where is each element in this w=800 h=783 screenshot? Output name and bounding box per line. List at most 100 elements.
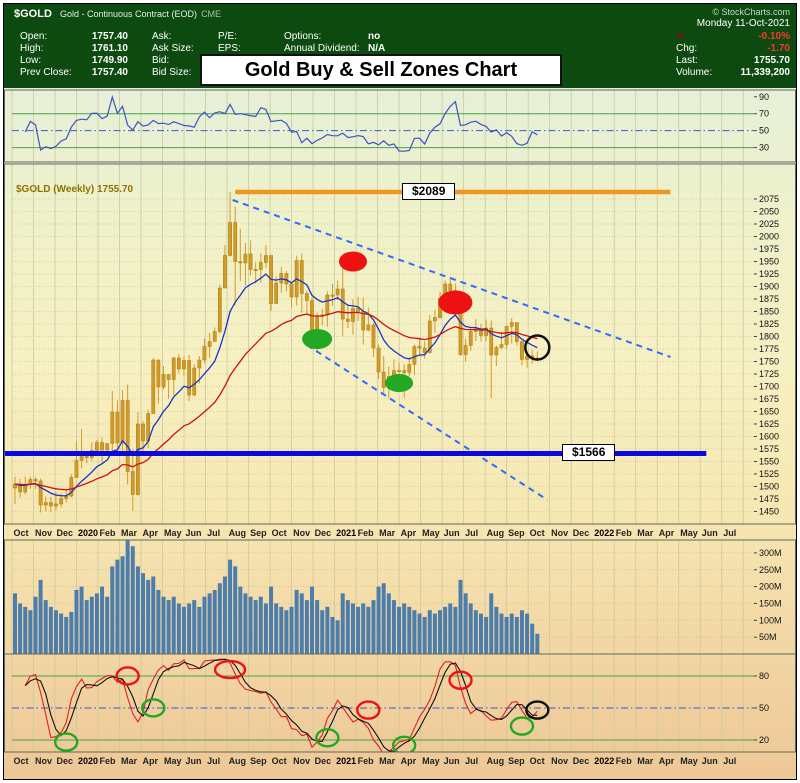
dividend-value: N/A	[368, 43, 386, 54]
svg-text:90: 90	[759, 92, 769, 102]
bid-size-label: Bid Size:	[152, 67, 192, 78]
chart-frame: $GOLD Gold - Continuous Contract (EOD) CM…	[3, 3, 797, 780]
svg-text:2020: 2020	[78, 528, 98, 538]
svg-text:Nov: Nov	[293, 528, 310, 538]
chart-canvas: 1450 1475 1500 1525 1550 1575 1600 1625 1650 1675…	[4, 89, 796, 766]
svg-text:Sep: Sep	[508, 528, 525, 538]
svg-text:1975: 1975	[759, 244, 779, 254]
svg-text:1700: 1700	[759, 382, 779, 392]
svg-text:1450: 1450	[759, 507, 779, 517]
bid-label: Bid:	[152, 55, 170, 66]
ask-label: Ask:	[152, 31, 172, 42]
svg-text:Jul: Jul	[465, 528, 478, 538]
copyright-text: © StockCharts.com	[712, 7, 790, 17]
svg-text:Nov: Nov	[551, 756, 568, 766]
low-value: 1749.90	[91, 55, 128, 66]
svg-text:Jul: Jul	[207, 528, 220, 538]
options-value: no	[368, 31, 381, 42]
volume-value: 11,339,200	[740, 67, 791, 78]
svg-text:Feb: Feb	[358, 528, 375, 538]
svg-text:Jun: Jun	[444, 756, 460, 766]
ticker-description: Gold - Continuous Contract (EOD) CME	[60, 9, 221, 19]
svg-text:Dec: Dec	[315, 756, 332, 766]
svg-text:Aug: Aug	[487, 528, 505, 538]
svg-text:2020: 2020	[78, 756, 98, 766]
svg-text:Jul: Jul	[207, 756, 220, 766]
svg-text:Nov: Nov	[293, 756, 310, 766]
quote-date: Monday 11-Oct-2021	[696, 18, 790, 29]
svg-text:100M: 100M	[759, 615, 782, 625]
svg-text:Oct: Oct	[530, 528, 545, 538]
change-value: -1.70	[767, 43, 790, 54]
svg-text:20: 20	[759, 735, 769, 745]
svg-text:1925: 1925	[759, 269, 779, 279]
svg-text:Jun: Jun	[702, 756, 718, 766]
open-value: 1757.40	[91, 31, 128, 42]
svg-text:50: 50	[759, 703, 769, 713]
svg-text:Oct: Oct	[272, 756, 287, 766]
ask-size-label: Ask Size:	[152, 43, 194, 54]
symbol-weekly-label: $GOLD (Weekly) 1755.70	[16, 184, 134, 195]
svg-text:2000: 2000	[759, 232, 779, 242]
last-value: 1755.70	[753, 55, 790, 66]
dividend-label: Annual Dividend:	[284, 43, 360, 54]
svg-text:1600: 1600	[759, 432, 779, 442]
svg-text:1675: 1675	[759, 394, 779, 404]
svg-text:Mar: Mar	[121, 528, 138, 538]
change-label: Chg:	[676, 43, 698, 54]
svg-text:2075: 2075	[759, 194, 779, 204]
svg-text:1950: 1950	[759, 257, 779, 267]
svg-text:Jun: Jun	[702, 528, 718, 538]
svg-text:1575: 1575	[759, 444, 779, 454]
svg-text:Feb: Feb	[616, 756, 633, 766]
svg-text:Aug: Aug	[229, 528, 247, 538]
svg-text:Mar: Mar	[637, 756, 654, 766]
svg-text:Sep: Sep	[250, 756, 267, 766]
svg-text:2021: 2021	[336, 528, 356, 538]
svg-text:2022: 2022	[594, 756, 614, 766]
svg-text:2021: 2021	[336, 756, 356, 766]
svg-text:Dec: Dec	[573, 528, 590, 538]
svg-text:Aug: Aug	[229, 756, 247, 766]
svg-text:Mar: Mar	[637, 528, 654, 538]
svg-text:Feb: Feb	[616, 528, 633, 538]
svg-text:Dec: Dec	[57, 756, 74, 766]
svg-text:Jun: Jun	[186, 528, 202, 538]
svg-text:1650: 1650	[759, 407, 779, 417]
svg-text:Oct: Oct	[14, 756, 29, 766]
svg-text:1550: 1550	[759, 457, 779, 467]
chart-area: 1450 1475 1500 1525 1550 1575 1600 1625 1650 1675…	[4, 88, 796, 779]
svg-text:Mar: Mar	[379, 756, 396, 766]
svg-text:1750: 1750	[759, 357, 779, 367]
ticker-exchange: CME	[201, 9, 222, 19]
svg-text:Sep: Sep	[508, 756, 525, 766]
svg-text:1500: 1500	[759, 482, 779, 492]
last-label: Last:	[676, 55, 698, 66]
svg-text:Jun: Jun	[444, 528, 460, 538]
svg-text:1625: 1625	[759, 419, 779, 429]
svg-text:50: 50	[759, 126, 769, 136]
prev-close-label: Prev Close:	[20, 67, 72, 78]
svg-text:1825: 1825	[759, 319, 779, 329]
svg-text:May: May	[680, 756, 698, 766]
chart-title-overlay: Gold Buy & Sell Zones Chart	[200, 54, 562, 86]
svg-text:May: May	[422, 528, 440, 538]
svg-text:Aug: Aug	[487, 756, 505, 766]
svg-text:Apr: Apr	[401, 756, 417, 766]
svg-text:May: May	[422, 756, 440, 766]
prev-close-value: 1757.40	[91, 67, 128, 78]
svg-text:Apr: Apr	[143, 528, 159, 538]
support-price-label: $1566	[562, 444, 616, 461]
high-label: High:	[20, 43, 44, 54]
svg-text:Dec: Dec	[315, 528, 332, 538]
svg-text:2022: 2022	[594, 528, 614, 538]
svg-text:Feb: Feb	[100, 528, 117, 538]
svg-text:Oct: Oct	[530, 756, 545, 766]
svg-text:1850: 1850	[759, 307, 779, 317]
down-arrow-icon: ▼	[676, 31, 685, 41]
low-label: Low:	[20, 55, 42, 66]
svg-text:Jul: Jul	[723, 756, 736, 766]
svg-text:May: May	[164, 528, 182, 538]
svg-text:1525: 1525	[759, 469, 779, 479]
svg-text:Oct: Oct	[14, 528, 29, 538]
